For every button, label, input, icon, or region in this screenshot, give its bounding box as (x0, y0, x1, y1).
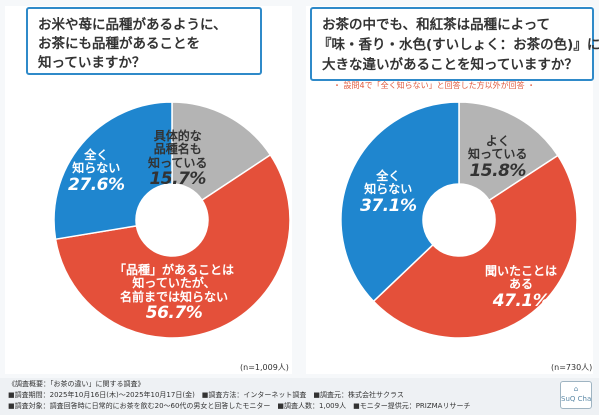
footer-line-3: ■調査対象：調査回答時に日常的にお茶を飲む20～60代の男女と回答したモニター … (8, 402, 471, 410)
slice-value: 47.1% (492, 290, 550, 311)
sample-size-left: (n=1,009人) (240, 363, 289, 372)
slice-label-left-specific: 具体的な 品種名も 知っている 15.7% (148, 129, 208, 190)
slice-unknown (53, 101, 173, 241)
slice-label-text: 知っている (468, 147, 528, 162)
slice-label-text: 知っていたが、 (132, 276, 216, 291)
slice-well (458, 101, 559, 202)
slice-label-text: 全く (84, 148, 109, 162)
slice-aware (54, 153, 291, 339)
slice-label-text: 「品種」があることは (114, 263, 235, 277)
question-left-line-1: お米や苺に品種があるように、 (38, 17, 227, 33)
slice-heard (372, 154, 578, 339)
slice-label-text: 全く (376, 169, 401, 183)
slice-value: 15.8% (469, 160, 526, 181)
slice-label-text: 知らない (364, 182, 413, 197)
footer-line-2: ■調査期間：2025年10月16日(木)～2025年10月17日(金) ■調査方… (8, 391, 404, 399)
slice-label-right-unknown: 全く 知らない 37.1% (360, 169, 417, 216)
pie-chart-left (53, 101, 291, 339)
slice-label-text: 品種名も (153, 142, 202, 157)
slice-value: 15.7% (149, 169, 206, 190)
slice-label-text: 聞いたことは (485, 264, 558, 278)
slice-unknown (340, 101, 460, 303)
slice-label-text: 名前までは知らない (120, 289, 229, 304)
slice-label-text: 具体的な (153, 129, 202, 143)
question-right-line-2: 『味・香り・水色(すいしょく：お茶の色)』に (318, 37, 599, 53)
sample-size-right: (n=730人) (551, 363, 593, 372)
slice-specific (171, 101, 272, 202)
slice-value: 27.6% (68, 174, 125, 195)
question-box-left: お米や苺に品種があるように、 お茶にも品種があることを 知っていますか？ (26, 7, 262, 75)
respondent-note: ・ 設問4で「全く知らない」と回答した方以外が回答 ・ (333, 81, 536, 90)
question-right-line-3: 大きな違いがあることを知っていますか？ (322, 57, 578, 73)
slice-label-text: ある (509, 277, 534, 292)
slice-label-text: よく (485, 134, 510, 148)
pie-chart-right (340, 101, 578, 339)
slice-value: 56.7% (145, 303, 203, 324)
slice-label-text: 知らない (72, 161, 121, 176)
question-left-line-3: 知っていますか？ (38, 55, 146, 71)
slice-value: 37.1% (360, 195, 417, 216)
question-box-right: お茶の中でも、和紅茶は品種によって 『味・香り・水色(すいしょく：お茶の色)』に… (310, 7, 599, 81)
slice-label-right-heard: 聞いたことは ある 47.1% (485, 264, 558, 311)
slice-label-right-well: よく 知っている 15.8% (468, 134, 528, 181)
slice-label-left-unknown: 全く 知らない 27.6% (68, 148, 125, 195)
logo-text: SuQ Cha (561, 395, 592, 403)
brand-logo: ⌂ SuQ Cha (560, 381, 592, 409)
slice-label-left-aware: 「品種」があることは 知っていたが、 名前までは知らない 56.7% (114, 263, 235, 324)
footer-line-1: 《調査概要：「お茶の違い」に関する調査》 (8, 380, 145, 388)
slice-label-text: 知っている (148, 155, 208, 170)
question-right-line-1: お茶の中でも、和紅茶は品種によって (322, 17, 551, 33)
question-left-line-2: お茶にも品種があることを (38, 36, 200, 52)
logo-house-icon: ⌂ (573, 385, 579, 393)
survey-footer: 《調査概要：「お茶の違い」に関する調査》 ■調査期間：2025年10月16日(木… (0, 378, 599, 415)
